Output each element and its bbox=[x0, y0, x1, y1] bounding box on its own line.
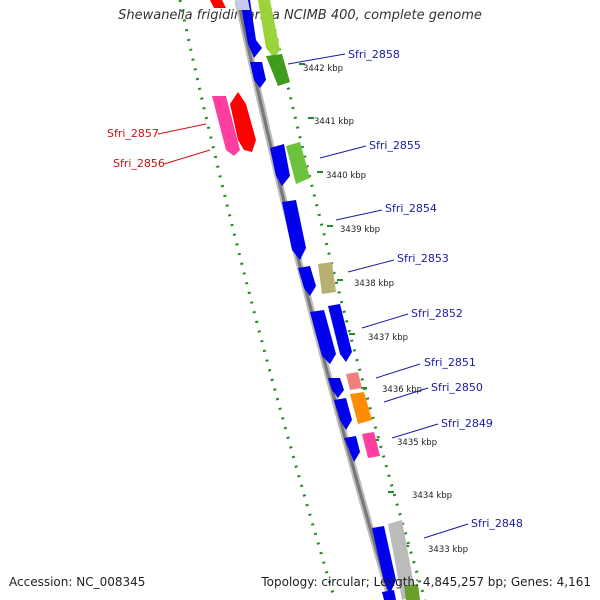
gene-arrow-sfri-2855[interactable] bbox=[270, 144, 290, 186]
gene-arrow-sfri-2849-pink[interactable] bbox=[362, 432, 380, 458]
kbp-label-3437: 3437 kbp bbox=[368, 333, 408, 343]
kbp-label-3435: 3435 kbp bbox=[397, 438, 437, 448]
leader-line bbox=[287, 53, 346, 65]
leader-line bbox=[375, 363, 421, 379]
gene-arrow-sfri-2849[interactable] bbox=[344, 436, 360, 462]
gene-label-sfri-2849[interactable]: Sfri_2849 bbox=[441, 417, 493, 430]
gene-label-sfri-2850[interactable]: Sfri_2850 bbox=[431, 381, 483, 394]
leader-line bbox=[423, 523, 469, 539]
kbp-label-3436: 3436 kbp bbox=[382, 385, 422, 395]
gene-arrow-top-lavender bbox=[236, 0, 250, 10]
genome-stats-text: Topology: circular; Length: 4,845,257 bp… bbox=[261, 575, 591, 589]
gene-arrow-top-blue-1[interactable] bbox=[240, 0, 262, 58]
accession-text: Accession: NC_008345 bbox=[9, 575, 146, 589]
kbp-label-3438: 3438 kbp bbox=[354, 279, 394, 289]
gene-arrow-sfri-2851[interactable] bbox=[328, 378, 344, 398]
gene-arrow-sfri-2855-green[interactable] bbox=[286, 142, 310, 184]
gene-arrow-sfri-2857[interactable] bbox=[230, 92, 256, 152]
leader-line bbox=[319, 145, 367, 159]
gene-arrow-sfri-2850[interactable] bbox=[334, 398, 352, 430]
gene-label-sfri-2852[interactable]: Sfri_2852 bbox=[411, 307, 463, 320]
leader-line bbox=[391, 423, 439, 439]
kbp-label-3434: 3434 kbp bbox=[412, 491, 452, 501]
gene-label-sfri-2854[interactable]: Sfri_2854 bbox=[385, 202, 437, 215]
leader-line bbox=[335, 209, 383, 221]
forward-leader-lines bbox=[287, 53, 469, 539]
gene-arrow-sfri-2853-blue[interactable] bbox=[298, 266, 316, 296]
gene-arrow-sfri-2854[interactable] bbox=[282, 200, 306, 260]
gene-arrow-top-green-2[interactable] bbox=[266, 54, 290, 86]
outer-tick-rail bbox=[266, 0, 427, 600]
gene-label-sfri-2851[interactable]: Sfri_2851 bbox=[424, 356, 476, 369]
kbp-label-3433: 3433 kbp bbox=[428, 545, 468, 555]
gene-label-sfri-2856[interactable]: Sfri_2856 bbox=[113, 157, 165, 170]
gene-arrow-sfri-2848-a[interactable] bbox=[372, 526, 396, 594]
gene-arrow-sfri-2856[interactable] bbox=[212, 96, 240, 156]
gene-arrow-bottom-green bbox=[404, 584, 420, 600]
gene-label-sfri-2853[interactable]: Sfri_2853 bbox=[397, 252, 449, 265]
gene-arrow-top-green-1[interactable] bbox=[258, 0, 280, 58]
kbp-label-3440: 3440 kbp bbox=[326, 171, 366, 181]
gene-arrow-top-blue-2[interactable] bbox=[250, 62, 266, 88]
gene-label-sfri-2855[interactable]: Sfri_2855 bbox=[369, 139, 421, 152]
leader-line bbox=[163, 149, 211, 165]
gene-arrow-top-reverse[interactable] bbox=[210, 0, 226, 8]
gene-arrow-sfri-2851-pink[interactable] bbox=[346, 372, 362, 390]
kbp-label-3439: 3439 kbp bbox=[340, 225, 380, 235]
gene-arrow-sfri-2853[interactable] bbox=[318, 262, 336, 294]
leader-line bbox=[157, 123, 207, 135]
inner-tick-rail bbox=[178, 0, 337, 600]
gene-arrow-sfri-2852-b[interactable] bbox=[328, 304, 352, 362]
map-title: Shewanella frigidimarina NCIMB 400, comp… bbox=[118, 8, 482, 23]
reverse-leader-lines bbox=[157, 123, 211, 165]
gene-arrow-sfri-2852-a[interactable] bbox=[310, 310, 336, 364]
gene-label-sfri-2857[interactable]: Sfri_2857 bbox=[107, 127, 159, 140]
gene-label-sfri-2848[interactable]: Sfri_2848 bbox=[471, 517, 523, 530]
gene-arrow-sfri-2850-orange[interactable] bbox=[350, 392, 372, 424]
leader-line bbox=[361, 313, 409, 329]
gene-label-sfri-2858[interactable]: Sfri_2858 bbox=[348, 48, 400, 61]
genome-backbone-shadow bbox=[234, 0, 395, 600]
gene-arrow-sfri-2848[interactable] bbox=[388, 520, 416, 600]
gene-arrow-bottom-blue[interactable] bbox=[382, 590, 396, 600]
leader-line bbox=[347, 259, 395, 273]
leader-line bbox=[383, 387, 429, 403]
kbp-label-3441: 3441 kbp bbox=[314, 117, 354, 127]
kbp-label-3442: 3442 kbp bbox=[303, 64, 343, 74]
